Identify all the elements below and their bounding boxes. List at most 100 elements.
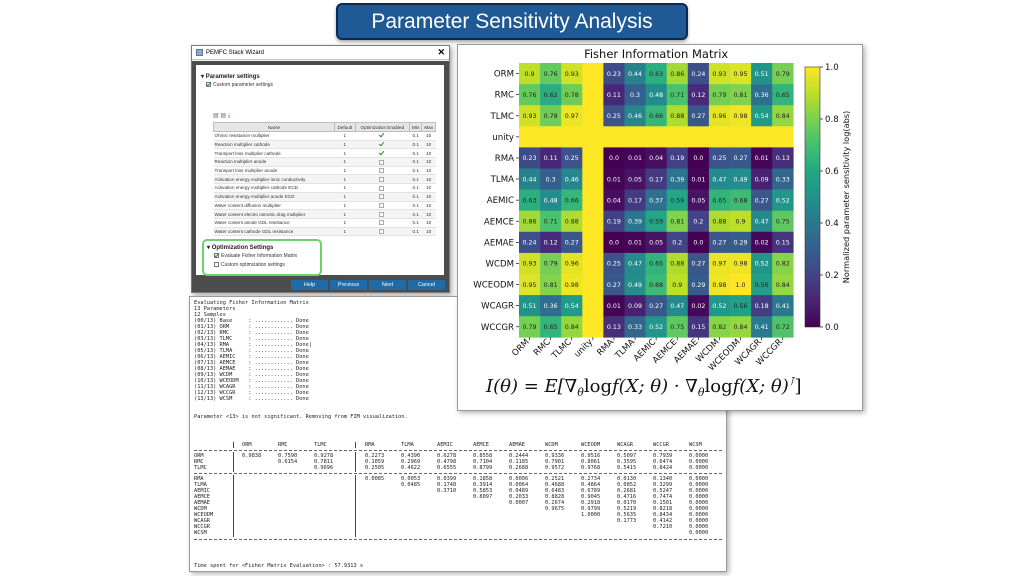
checkbox-checked-icon[interactable]: [378, 133, 384, 139]
param-enabled-cell[interactable]: [355, 192, 410, 202]
param-max[interactable]: 10: [421, 183, 436, 193]
cancel-button[interactable]: Cancel: [408, 280, 445, 290]
param-enabled-cell[interactable]: [355, 227, 410, 237]
param-min[interactable]: 0.1: [409, 148, 422, 159]
param-min[interactable]: 0.1: [409, 201, 422, 211]
param-min[interactable]: 0.1: [409, 174, 422, 185]
col-header-max[interactable]: Max: [421, 122, 436, 132]
param-default[interactable]: 1: [334, 201, 356, 211]
param-default[interactable]: 1: [334, 192, 356, 202]
param-max[interactable]: 10: [421, 192, 436, 202]
param-default[interactable]: 1: [334, 227, 356, 237]
export-icon[interactable]: ▤: [220, 113, 227, 119]
table-row-label: WCCGR: [194, 524, 210, 530]
param-min[interactable]: 0.1: [409, 140, 422, 150]
fim-chart-panel: Fisher Information Matrix 0.9 0.76 0.93 0.23…: [457, 44, 863, 411]
table-row[interactable]: Activation energy multiplier ionic condu…: [213, 174, 436, 185]
optimization-settings-heading[interactable]: ▾ Optimization Settings: [207, 245, 274, 251]
checkbox-checked-icon[interactable]: [378, 150, 384, 156]
param-max[interactable]: 10: [421, 140, 436, 150]
checkbox-unchecked-icon[interactable]: [378, 185, 384, 191]
previous-button[interactable]: Previous: [330, 280, 367, 290]
table-row[interactable]: Activation energy multiplier cathode ECD…: [213, 183, 436, 193]
param-default[interactable]: 1: [334, 131, 356, 141]
param-max[interactable]: 10: [421, 148, 436, 159]
table-cell: 0.2033: [509, 494, 529, 500]
checkbox-unchecked-icon[interactable]: [378, 220, 384, 226]
checkbox-unchecked-icon[interactable]: [378, 202, 384, 208]
param-min[interactable]: 0.1: [409, 218, 422, 228]
param-max[interactable]: 10: [421, 166, 436, 176]
param-enabled-cell[interactable]: [355, 218, 410, 228]
custom-optimization-settings-checkbox[interactable]: Custom optimization settings: [214, 262, 285, 268]
param-default[interactable]: 1: [334, 157, 356, 167]
param-min[interactable]: 0.1: [409, 183, 422, 193]
checkbox-unchecked-icon[interactable]: [378, 229, 384, 235]
param-default[interactable]: 1: [334, 209, 356, 219]
checkbox-unchecked-icon[interactable]: [378, 176, 384, 182]
next-button[interactable]: Next: [369, 280, 406, 290]
evaluate-fisher-checkbox[interactable]: Evaluate Fisher Information Matrix: [214, 253, 297, 259]
table-row[interactable]: Water content cathode GDL resistance 1 0.1…: [213, 227, 436, 237]
checkbox-checked-icon[interactable]: [378, 142, 384, 148]
table-cell: 0.0085: [365, 476, 385, 482]
param-min[interactable]: 0.1: [409, 166, 422, 176]
col-header-min[interactable]: Min: [409, 122, 423, 132]
col-header-optimization-enabled[interactable]: Optimization Enabled: [354, 122, 411, 132]
table-row[interactable]: Ohmic resistance multiplier 1 0.1 10: [213, 131, 436, 141]
param-max[interactable]: 10: [421, 209, 436, 219]
close-icon[interactable]: ✕: [437, 47, 445, 57]
param-enabled-cell[interactable]: [355, 201, 410, 211]
table-row[interactable]: Transport loss multiplier cathode 1 0.1 10: [213, 148, 436, 159]
param-min[interactable]: 0.1: [409, 227, 422, 237]
table-row[interactable]: Transport loss multiplier anode 1 0.1 10: [213, 166, 436, 176]
param-max[interactable]: 10: [421, 227, 436, 237]
table-cell: 0.4688: [545, 482, 565, 488]
table-row[interactable]: Reaction multiplier cathode 1 0.1 10: [213, 140, 436, 150]
param-enabled-cell[interactable]: [355, 183, 410, 193]
param-default[interactable]: 1: [334, 166, 356, 176]
param-enabled-cell[interactable]: [355, 209, 410, 219]
checkbox-unchecked-icon[interactable]: [214, 262, 219, 268]
col-header-name[interactable]: Name: [213, 122, 335, 132]
param-max[interactable]: 10: [421, 131, 436, 141]
col-header-default[interactable]: Default: [334, 122, 356, 132]
param-max[interactable]: 10: [421, 157, 436, 167]
checkbox-checked-icon[interactable]: [206, 82, 211, 88]
table-row[interactable]: Water content diffusion multiplier 1 0.1 10: [213, 201, 436, 211]
table-row[interactable]: Water content electro osmotic drag multi…: [213, 209, 436, 219]
reset-icon[interactable]: ⤓: [227, 113, 231, 119]
param-max[interactable]: 10: [421, 174, 436, 185]
param-default[interactable]: 1: [334, 183, 356, 193]
param-enabled-cell[interactable]: [355, 131, 410, 141]
parameter-settings-heading[interactable]: ▾ Parameter settings: [201, 74, 260, 80]
param-min[interactable]: 0.1: [409, 131, 422, 141]
table-row[interactable]: Water content anode GDL resistance 1 0.1 10: [213, 218, 436, 228]
param-default[interactable]: 1: [334, 218, 356, 228]
checkbox-unchecked-icon[interactable]: [378, 211, 384, 217]
custom-parameter-settings-checkbox[interactable]: Custom parameter settings: [206, 82, 273, 88]
param-min[interactable]: 0.1: [409, 209, 422, 219]
checkbox-unchecked-icon[interactable]: [378, 194, 384, 200]
checkbox-unchecked-icon[interactable]: [378, 168, 384, 174]
help-button[interactable]: Help: [291, 280, 328, 290]
checkbox-unchecked-icon[interactable]: [378, 159, 384, 165]
param-min[interactable]: 0.1: [409, 157, 422, 167]
heatmap-cell-label: 0.15: [691, 324, 705, 331]
checkbox-checked-icon[interactable]: [214, 253, 219, 259]
param-max[interactable]: 10: [421, 201, 436, 211]
param-default[interactable]: 1: [334, 148, 356, 159]
param-enabled-cell[interactable]: [355, 140, 410, 150]
param-enabled-cell[interactable]: [355, 174, 410, 185]
param-enabled-cell[interactable]: [355, 157, 410, 167]
param-max[interactable]: 10: [421, 218, 436, 228]
param-default[interactable]: 1: [334, 174, 356, 185]
import-icon[interactable]: ▤: [213, 113, 219, 119]
heatmap-cell: [603, 168, 625, 190]
table-row[interactable]: Reaction multiplier anode 1 0.1 10: [213, 157, 436, 167]
param-enabled-cell[interactable]: [355, 148, 410, 159]
param-min[interactable]: 0.1: [409, 192, 422, 202]
table-row[interactable]: Activation energy multiplier anode ECD 1 0…: [213, 192, 436, 202]
param-enabled-cell[interactable]: [355, 166, 410, 176]
param-default[interactable]: 1: [334, 140, 356, 150]
